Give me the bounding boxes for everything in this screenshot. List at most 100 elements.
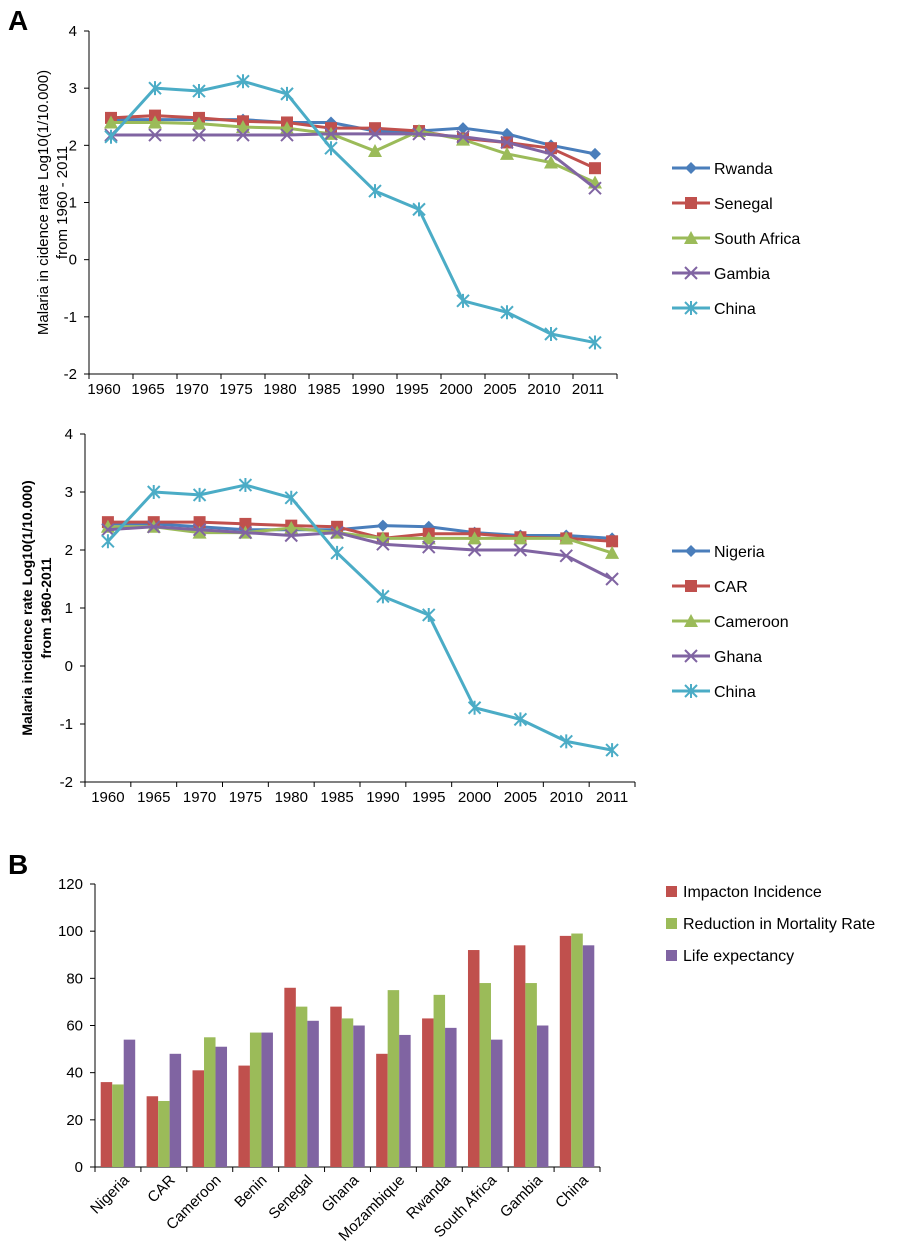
y-axis-label-line: Malaria incidence rate Log10(1/10.000) xyxy=(19,480,35,735)
data-point-rwanda xyxy=(457,122,469,135)
x-tick-label: 1970 xyxy=(183,789,216,806)
data-point-china xyxy=(544,326,558,341)
data-point-ghana xyxy=(467,543,482,557)
legend-label-south-africa: South Africa xyxy=(714,231,800,248)
y-axis-label-line: Malaria in cidence rate Log10(1/10.000) xyxy=(35,70,52,335)
y-tick-label: 2 xyxy=(65,542,73,559)
legend-label-china: China xyxy=(714,684,756,701)
data-point-china xyxy=(456,293,470,308)
legend-marker-senegal xyxy=(685,197,697,209)
bar-impacton-incidence-nigeria xyxy=(100,1082,113,1167)
x-tick-label: Ghana xyxy=(318,1171,362,1215)
y-tick-label: 100 xyxy=(58,923,83,940)
legend-marker-china xyxy=(684,684,698,698)
data-point-ghana xyxy=(101,522,115,537)
x-tick-label: 2000 xyxy=(458,789,491,806)
y-tick-label: -2 xyxy=(64,366,77,383)
x-tick-label: 1965 xyxy=(137,789,170,806)
y-tick-label: 1 xyxy=(65,600,73,617)
x-tick-label: 1990 xyxy=(366,789,399,806)
line-chart-bottom: -2 -1 0 1 2 3 4 1960 1965 1970 1975 1980 1985 1990 199… xyxy=(19,426,789,806)
data-point-china xyxy=(588,335,602,350)
bar-life-expectancy-mozambique xyxy=(399,1034,411,1167)
data-point-south-africa xyxy=(148,115,162,129)
data-point-china xyxy=(238,478,253,493)
bar-impacton-incidence-mozambique xyxy=(376,1053,388,1167)
data-point-cameroon xyxy=(605,545,620,559)
bar-reduction-in-mortality-rate-south-africa xyxy=(479,983,491,1167)
data-point-china xyxy=(324,141,338,156)
data-point-china xyxy=(368,184,382,199)
data-point-china xyxy=(330,545,344,560)
y-tick-label: 4 xyxy=(69,23,77,40)
x-tick-label: 2010 xyxy=(550,789,583,806)
line-chart-top: -2 -1 0 1 2 3 4 1960 1965 1970 1975 1980 1985 1990 199… xyxy=(35,23,800,398)
x-tick-label: 1990 xyxy=(351,381,384,398)
legend-marker-rwanda xyxy=(685,162,697,174)
data-point-car xyxy=(193,516,206,529)
legend-label-impacton-incidence: Impacton Incidence xyxy=(683,884,822,901)
x-tick-label: 1995 xyxy=(395,381,428,398)
data-point-china xyxy=(104,129,118,144)
y-axis-label: Malaria incidence rate Log10(1/10.000) fr… xyxy=(19,480,54,735)
bar-reduction-in-mortality-rate-china xyxy=(571,933,583,1167)
y-tick-label: 80 xyxy=(66,970,83,987)
data-point-china xyxy=(500,305,514,320)
bar-impacton-incidence-china xyxy=(559,935,572,1167)
data-point-china xyxy=(192,487,207,502)
bar-life-expectancy-benin xyxy=(261,1032,273,1167)
series-line-ghana xyxy=(107,525,613,581)
bar-impacton-incidence-south-africa xyxy=(467,950,480,1167)
y-axis-label: Malaria in cidence rate Log10(1/10.000) f… xyxy=(35,70,71,335)
bar-impacton-incidence-benin xyxy=(238,1065,250,1167)
data-point-ghana xyxy=(192,522,207,537)
data-point-cameroon xyxy=(192,525,207,539)
data-point-cameroon xyxy=(559,531,574,545)
data-point-gambia xyxy=(500,135,514,150)
data-point-south-africa xyxy=(192,116,206,130)
data-point-china xyxy=(412,202,426,217)
data-point-gambia xyxy=(456,130,470,144)
data-point-gambia xyxy=(588,181,602,195)
data-point-ghana xyxy=(238,525,253,540)
data-point-car xyxy=(606,535,619,548)
data-point-gambia xyxy=(192,128,206,142)
data-point-gambia xyxy=(412,127,426,141)
data-point-china xyxy=(101,534,115,549)
data-point-china xyxy=(513,712,528,727)
data-point-rwanda xyxy=(589,147,601,160)
legend-label-china: China xyxy=(714,301,756,318)
data-point-ghana xyxy=(330,525,344,540)
series-line-china xyxy=(109,79,596,345)
bar-reduction-in-mortality-rate-senegal xyxy=(295,1006,308,1167)
data-point-china xyxy=(467,700,482,715)
data-point-ghana xyxy=(559,549,573,563)
y-tick-label: 120 xyxy=(58,876,83,893)
legend-label-reduction-in-mortality-rate: Reduction in Mortality Rate xyxy=(683,916,875,933)
bar-life-expectancy-rwanda xyxy=(445,1027,457,1167)
legend-swatch-reduction-in-mortality-rate xyxy=(666,918,677,929)
x-tick-label: CAR xyxy=(144,1172,179,1207)
data-point-china xyxy=(559,734,573,749)
legend-label-senegal: Senegal xyxy=(714,196,773,213)
data-point-ghana xyxy=(376,537,390,551)
x-tick-label: 1970 xyxy=(175,381,208,398)
bar-reduction-in-mortality-rate-car xyxy=(158,1100,170,1167)
data-point-gambia xyxy=(368,127,382,141)
legend-label-ghana: Ghana xyxy=(714,649,762,666)
y-tick-label: 0 xyxy=(65,658,73,675)
x-tick-label: 1975 xyxy=(229,789,262,806)
legend-label-gambia: Gambia xyxy=(714,266,770,283)
series-line-china xyxy=(106,483,613,752)
data-point-china xyxy=(284,490,298,505)
data-point-cameroon xyxy=(421,531,436,545)
bar-reduction-in-mortality-rate-nigeria xyxy=(112,1084,124,1167)
bar-life-expectancy-car xyxy=(169,1053,182,1167)
bar-life-expectancy-senegal xyxy=(307,1020,319,1167)
x-tick-label: 1980 xyxy=(275,789,308,806)
legend-label-nigeria: Nigeria xyxy=(714,544,765,561)
bar-life-expectancy-south-africa xyxy=(490,1039,503,1167)
series-line-nigeria xyxy=(107,522,613,540)
x-tick-label: 2005 xyxy=(483,381,516,398)
y-tick-label: 20 xyxy=(66,1112,83,1129)
